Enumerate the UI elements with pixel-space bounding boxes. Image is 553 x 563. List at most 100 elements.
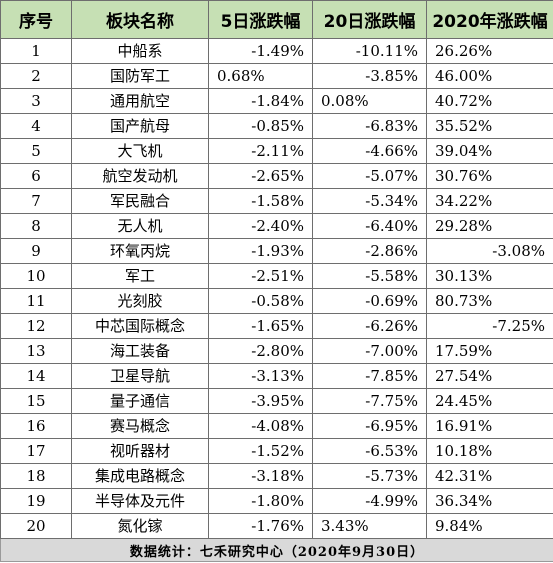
- table-row: 18 集成电路概念 -3.18% -5.73% 42.31%: [0, 463, 553, 489]
- row-index: 16: [0, 413, 72, 439]
- change-2020: 26.26%: [426, 38, 553, 64]
- change-20day: 3.43%: [312, 513, 427, 539]
- table-row: 11 光刻胶 -0.58% -0.69% 80.73%: [0, 288, 553, 314]
- table-row: 1 中船系 -1.49% -10.11% 26.26%: [0, 38, 553, 64]
- row-index: 15: [0, 388, 72, 414]
- change-5day: -2.65%: [208, 163, 313, 189]
- change-2020: -7.25%: [426, 313, 553, 339]
- change-2020: 30.76%: [426, 163, 553, 189]
- row-index: 9: [0, 238, 72, 264]
- table-footer: 数据统计：七禾研究中心（2020年9月30日）: [0, 538, 553, 562]
- header-sector-name: 板块名称: [71, 0, 209, 39]
- change-20day: -5.07%: [312, 163, 427, 189]
- sector-name: 氮化镓: [71, 513, 209, 539]
- header-index: 序号: [0, 0, 72, 39]
- change-5day: -3.13%: [208, 363, 313, 389]
- change-2020: 35.52%: [426, 113, 553, 139]
- change-20day: -2.86%: [312, 238, 427, 264]
- row-index: 3: [0, 88, 72, 114]
- table-row: 17 视听器材 -1.52% -6.53% 10.18%: [0, 438, 553, 464]
- row-index: 14: [0, 363, 72, 389]
- table-row: 16 赛马概念 -4.08% -6.95% 16.91%: [0, 413, 553, 439]
- data-source-note: 数据统计：七禾研究中心（2020年9月30日）: [0, 538, 553, 562]
- sector-name: 光刻胶: [71, 288, 209, 314]
- change-2020: 46.00%: [426, 63, 553, 89]
- table-row: 20 氮化镓 -1.76% 3.43% 9.84%: [0, 513, 553, 539]
- change-2020: 34.22%: [426, 188, 553, 214]
- change-20day: 0.08%: [312, 88, 427, 114]
- change-20day: -6.83%: [312, 113, 427, 139]
- table-row: 10 军工 -2.51% -5.58% 30.13%: [0, 263, 553, 289]
- header-2020-change: 2020年涨跌幅: [426, 0, 553, 39]
- header-20day-change: 20日涨跌幅: [312, 0, 427, 39]
- sector-name: 军工: [71, 263, 209, 289]
- change-2020: 30.13%: [426, 263, 553, 289]
- sector-name: 航空发动机: [71, 163, 209, 189]
- sector-name: 通用航空: [71, 88, 209, 114]
- table-row: 3 通用航空 -1.84% 0.08% 40.72%: [0, 88, 553, 114]
- change-20day: -10.11%: [312, 38, 427, 64]
- sector-name: 军民融合: [71, 188, 209, 214]
- row-index: 18: [0, 463, 72, 489]
- change-2020: 27.54%: [426, 363, 553, 389]
- sector-name: 视听器材: [71, 438, 209, 464]
- sector-name: 中芯国际概念: [71, 313, 209, 339]
- change-20day: -7.85%: [312, 363, 427, 389]
- sector-name: 量子通信: [71, 388, 209, 414]
- change-20day: -0.69%: [312, 288, 427, 314]
- change-5day: 0.68%: [208, 63, 313, 89]
- change-20day: -4.99%: [312, 488, 427, 514]
- change-20day: -6.26%: [312, 313, 427, 339]
- change-2020: -3.08%: [426, 238, 553, 264]
- change-5day: -1.52%: [208, 438, 313, 464]
- row-index: 6: [0, 163, 72, 189]
- change-2020: 42.31%: [426, 463, 553, 489]
- change-20day: -5.58%: [312, 263, 427, 289]
- change-2020: 40.72%: [426, 88, 553, 114]
- change-20day: -6.95%: [312, 413, 427, 439]
- row-index: 19: [0, 488, 72, 514]
- row-index: 1: [0, 38, 72, 64]
- change-2020: 10.18%: [426, 438, 553, 464]
- change-20day: -3.85%: [312, 63, 427, 89]
- change-5day: -1.80%: [208, 488, 313, 514]
- change-20day: -7.00%: [312, 338, 427, 364]
- table-row: 12 中芯国际概念 -1.65% -6.26% -7.25%: [0, 313, 553, 339]
- table-row: 15 量子通信 -3.95% -7.75% 24.45%: [0, 388, 553, 414]
- change-20day: -5.73%: [312, 463, 427, 489]
- row-index: 10: [0, 263, 72, 289]
- header-row: 序号 板块名称 5日涨跌幅 20日涨跌幅 2020年涨跌幅: [0, 0, 553, 39]
- sector-name: 半导体及元件: [71, 488, 209, 514]
- sector-name: 卫星导航: [71, 363, 209, 389]
- change-2020: 17.59%: [426, 338, 553, 364]
- change-2020: 24.45%: [426, 388, 553, 414]
- change-5day: -1.76%: [208, 513, 313, 539]
- row-index: 4: [0, 113, 72, 139]
- change-2020: 9.84%: [426, 513, 553, 539]
- row-index: 12: [0, 313, 72, 339]
- change-2020: 16.91%: [426, 413, 553, 439]
- change-5day: -2.40%: [208, 213, 313, 239]
- change-5day: -1.65%: [208, 313, 313, 339]
- change-5day: -2.51%: [208, 263, 313, 289]
- change-5day: -1.58%: [208, 188, 313, 214]
- table-row: 7 军民融合 -1.58% -5.34% 34.22%: [0, 188, 553, 214]
- sector-name: 国产航母: [71, 113, 209, 139]
- row-index: 2: [0, 63, 72, 89]
- change-5day: -1.49%: [208, 38, 313, 64]
- row-index: 20: [0, 513, 72, 539]
- change-2020: 80.73%: [426, 288, 553, 314]
- change-2020: 39.04%: [426, 138, 553, 164]
- change-5day: -4.08%: [208, 413, 313, 439]
- table-body: 1 中船系 -1.49% -10.11% 26.26% 2 国防军工 0.68% -3.85% 4…: [0, 38, 553, 539]
- row-index: 5: [0, 138, 72, 164]
- change-20day: -5.34%: [312, 188, 427, 214]
- table-row: 14 卫星导航 -3.13% -7.85% 27.54%: [0, 363, 553, 389]
- table-row: 5 大飞机 -2.11% -4.66% 39.04%: [0, 138, 553, 164]
- change-2020: 36.34%: [426, 488, 553, 514]
- change-2020: 29.28%: [426, 213, 553, 239]
- change-20day: -4.66%: [312, 138, 427, 164]
- table-row: 19 半导体及元件 -1.80% -4.99% 36.34%: [0, 488, 553, 514]
